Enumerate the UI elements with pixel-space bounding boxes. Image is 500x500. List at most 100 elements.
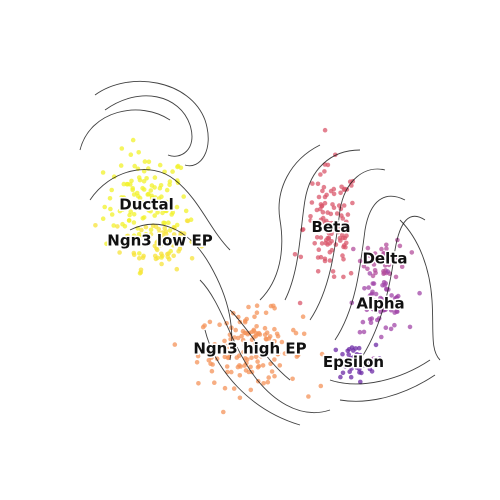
cell-point-beta (331, 274, 337, 280)
cell-point-beta (318, 235, 324, 240)
cell-point-delta (371, 262, 377, 267)
cell-point-ngn3-high-ep (221, 409, 226, 415)
cell-point-ngn3-low-ep (171, 253, 176, 259)
cell-point-ngn3-high-ep (207, 319, 213, 325)
cell-point-beta (340, 216, 346, 221)
cell-point-beta (297, 300, 303, 306)
cell-point-delta (393, 274, 399, 280)
cell-point-ductal (153, 205, 158, 210)
streamline (89, 169, 231, 251)
cell-point-ngn3-high-ep (290, 376, 295, 382)
cell-point-beta (343, 244, 348, 250)
cell-point-beta (321, 184, 327, 190)
cell-point-ductal (120, 207, 126, 212)
cell-point-ductal (170, 210, 176, 215)
cell-point-ngn3-low-ep (161, 236, 167, 241)
cell-point-ngn3-low-ep (138, 242, 143, 248)
cell-point-ngn3-high-ep (272, 339, 277, 344)
cell-point-ngn3-high-ep (282, 351, 288, 356)
cluster-label-ngn3-low-ep: Ngn3 low EP (107, 232, 212, 250)
cell-point-ngn3-low-ep (179, 236, 185, 241)
cell-point-beta (292, 252, 298, 257)
cell-point-ngn3-high-ep (262, 325, 268, 331)
cell-point-ductal (166, 220, 171, 225)
cell-point-epsilon (351, 358, 357, 363)
cell-point-ductal (168, 205, 174, 210)
cell-point-ngn3-high-ep (272, 373, 277, 379)
streamline (309, 168, 386, 321)
cell-point-ductal (146, 208, 151, 213)
cell-point-ductal (149, 183, 155, 188)
cell-point-ductal (119, 195, 124, 200)
cell-point-ngn3-high-ep (300, 314, 306, 320)
cell-point-ngn3-high-ep (256, 330, 262, 336)
cell-point-ngn3-high-ep (231, 386, 237, 391)
cell-point-epsilon (357, 370, 362, 375)
cell-point-ngn3-high-ep (245, 357, 250, 362)
cell-point-ngn3-high-ep (233, 327, 238, 333)
cell-point-ngn3-high-ep (243, 347, 248, 352)
cell-point-epsilon (353, 346, 358, 351)
cell-point-ngn3-low-ep (174, 266, 180, 272)
cell-point-ngn3-high-ep (293, 330, 299, 336)
velocity-streamlines (79, 80, 441, 426)
cell-point-ductal (131, 192, 137, 197)
cell-point-beta (326, 230, 332, 236)
cell-point-beta (315, 181, 321, 187)
cell-point-delta (365, 266, 370, 272)
cell-point-alpha (388, 326, 394, 332)
cell-point-ngn3-high-ep (294, 342, 300, 347)
streamline (399, 219, 441, 361)
cell-point-alpha (392, 322, 397, 328)
cell-point-ductal (141, 168, 147, 174)
cell-point-ngn3-high-ep (222, 354, 228, 360)
cell-point-ductal (111, 239, 116, 244)
cell-point-alpha (362, 286, 367, 291)
cell-point-ngn3-high-ep (319, 351, 325, 357)
cell-point-ngn3-low-ep (154, 247, 160, 253)
cell-point-ductal (159, 194, 164, 199)
cell-point-epsilon (354, 352, 360, 357)
cell-point-ngn3-high-ep (250, 350, 255, 355)
cell-point-ngn3-high-ep (237, 373, 243, 378)
cell-point-delta (372, 251, 378, 256)
cell-point-alpha (373, 291, 379, 297)
cell-point-beta (344, 219, 349, 225)
cell-point-beta (315, 269, 321, 274)
cell-point-ductal (107, 196, 113, 201)
cell-point-ngn3-high-ep (274, 331, 280, 337)
cluster-labels: Ductal Ngn3 low EP Ngn3 high EP Beta Delta Al… (106, 194, 409, 373)
cell-point-ductal (145, 192, 150, 197)
cell-point-ngn3-high-ep (212, 342, 217, 347)
cell-point-alpha (387, 301, 392, 307)
cell-point-ductal (183, 208, 189, 214)
cell-point-delta (381, 269, 386, 274)
cell-point-epsilon (328, 359, 333, 365)
cell-point-ductal (118, 163, 124, 168)
cell-point-epsilon (365, 362, 371, 367)
cell-point-ductal (126, 218, 132, 223)
cell-point-beta (331, 191, 337, 197)
cluster-label-delta: Delta (362, 250, 407, 268)
cell-points (93, 127, 422, 415)
cell-point-epsilon (347, 369, 353, 375)
cell-point-ngn3-low-ep (140, 255, 146, 260)
cell-point-epsilon (348, 374, 354, 380)
cell-point-epsilon (355, 355, 361, 361)
cell-point-epsilon (333, 347, 339, 353)
cell-point-ngn3-high-ep (318, 383, 324, 389)
cell-point-beta (322, 169, 327, 174)
streamline (79, 109, 171, 151)
cell-point-alpha (379, 296, 385, 302)
streamline (334, 195, 406, 341)
cell-point-ngn3-high-ep (301, 331, 307, 337)
cell-point-delta (395, 255, 401, 260)
cell-point-alpha (357, 329, 363, 335)
cell-point-ngn3-low-ep (153, 256, 159, 262)
cell-point-ngn3-high-ep (236, 353, 242, 359)
cell-point-delta (384, 242, 389, 248)
cell-point-alpha (366, 285, 372, 290)
cell-point-epsilon (357, 366, 362, 372)
cell-point-beta (310, 181, 315, 186)
